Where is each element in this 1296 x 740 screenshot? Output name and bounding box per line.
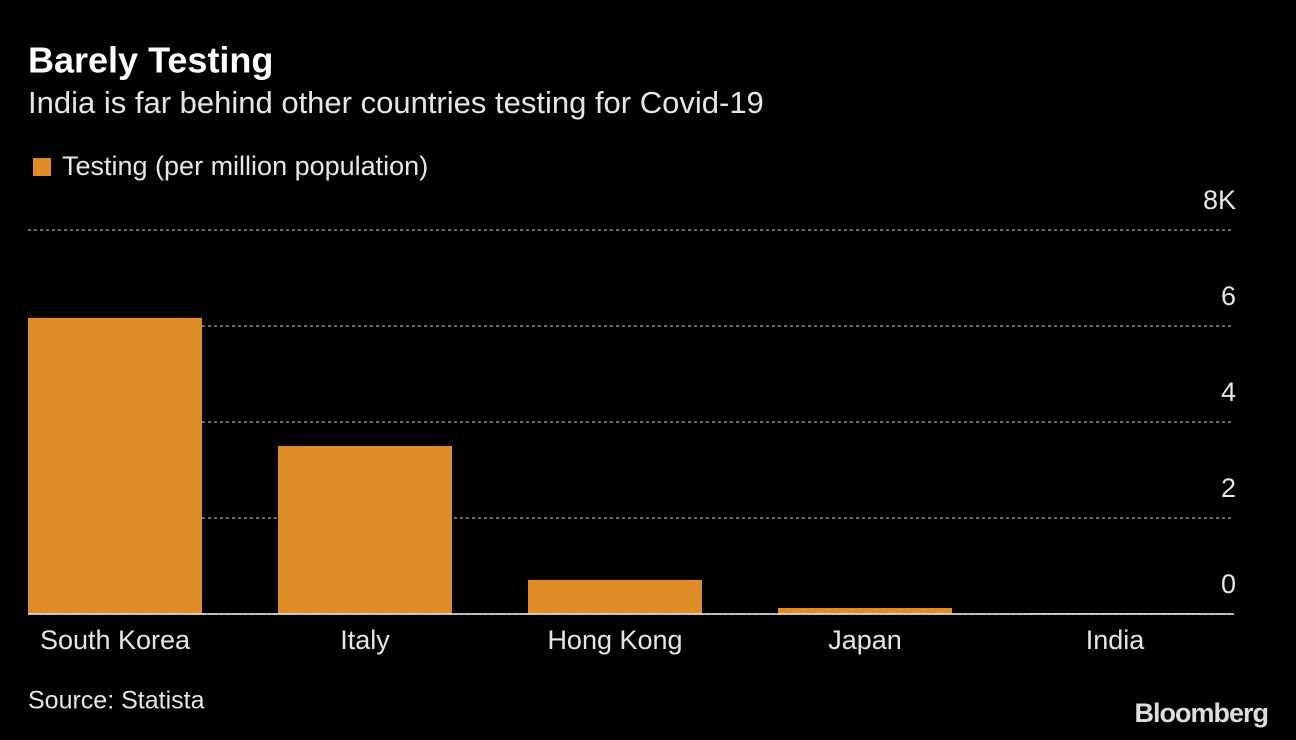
y-tick-label: 2 <box>1221 473 1236 503</box>
brand: Bloomberg <box>1134 698 1268 728</box>
bar <box>278 446 452 614</box>
source: Source: Statista <box>28 687 205 715</box>
y-tick-label: 0 <box>1221 569 1236 599</box>
bar <box>28 317 202 614</box>
x-tick-label: Hong Kong <box>547 625 682 655</box>
x-tick-label: South Korea <box>40 625 191 655</box>
y-tick-label: 4 <box>1221 377 1236 407</box>
bar <box>778 608 952 614</box>
bar <box>528 579 702 614</box>
y-tick-label: 6 <box>1221 281 1236 311</box>
x-tick-label: Italy <box>340 625 390 655</box>
legend-label: Testing (per million population) <box>62 151 428 181</box>
x-tick-label: Japan <box>828 625 902 655</box>
x-tick-label: India <box>1086 625 1146 655</box>
chart-title: Barely Testing <box>28 40 273 81</box>
legend-swatch <box>33 158 51 176</box>
chart-subtitle: India is far behind other countries test… <box>28 85 764 120</box>
y-tick-label: 8K <box>1203 185 1236 215</box>
